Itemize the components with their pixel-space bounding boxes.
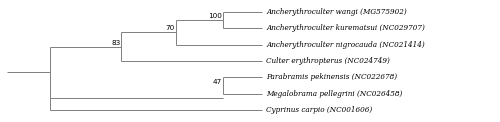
Text: Cyprinus carpio (NC001606): Cyprinus carpio (NC001606): [266, 107, 372, 114]
Text: Ancherythroculter kurematsui (NC029707): Ancherythroculter kurematsui (NC029707): [266, 24, 425, 32]
Text: Megalobrama pellegrini (NC026458): Megalobrama pellegrini (NC026458): [266, 90, 402, 98]
Text: 83: 83: [111, 40, 120, 46]
Text: 100: 100: [208, 13, 222, 19]
Text: Ancherythroculter nigrocauda (NC021414): Ancherythroculter nigrocauda (NC021414): [266, 41, 425, 49]
Text: 47: 47: [212, 79, 222, 85]
Text: 70: 70: [166, 25, 175, 31]
Text: Culter erythropterus (NC024749): Culter erythropterus (NC024749): [266, 57, 390, 65]
Text: Ancherythroculter wangi (MG575902): Ancherythroculter wangi (MG575902): [266, 8, 407, 15]
Text: Parabramis pekinensis (NC022678): Parabramis pekinensis (NC022678): [266, 73, 398, 81]
